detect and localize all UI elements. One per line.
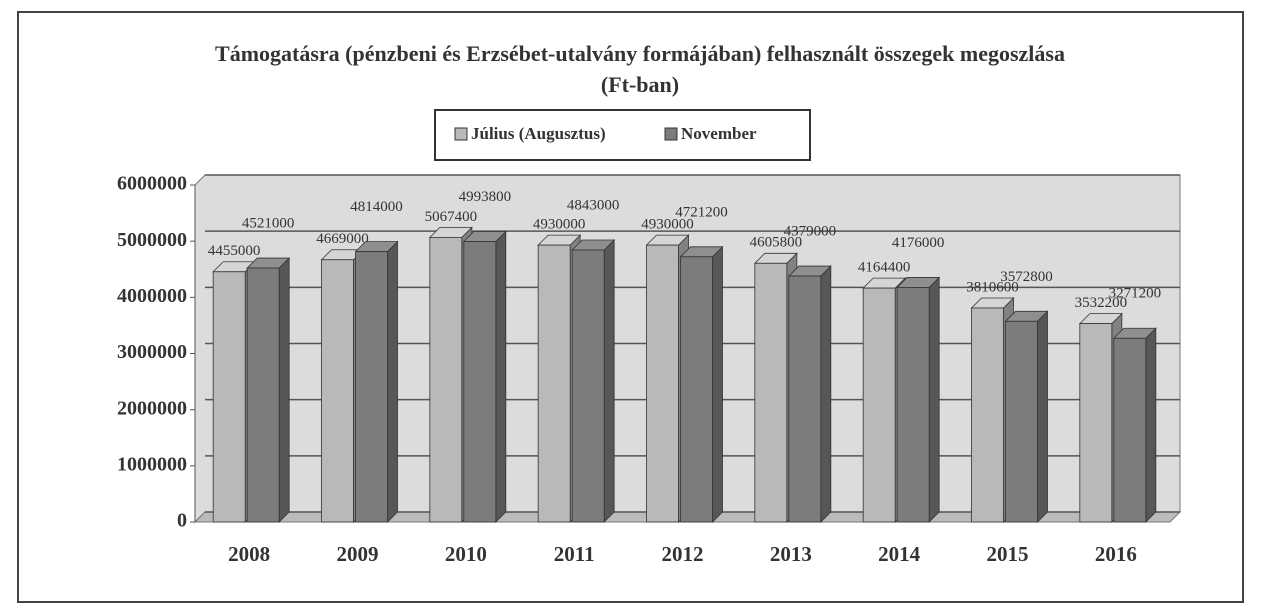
bar (896, 287, 930, 523)
bar-side (712, 245, 723, 523)
value-label: 4176000 (892, 235, 945, 251)
bar (212, 271, 246, 523)
value-label: 4379000 (784, 223, 837, 239)
bar (463, 241, 497, 523)
x-tick-label: 2011 (554, 542, 595, 566)
value-label: 4993800 (459, 189, 512, 205)
bar (355, 251, 388, 523)
x-tick-label: 2009 (337, 542, 379, 566)
bar (429, 236, 463, 523)
bar-side (495, 230, 507, 523)
bar (680, 256, 713, 523)
legend-box (434, 109, 811, 161)
value-label: 4521000 (242, 216, 295, 232)
x-tick-label: 2016 (1095, 542, 1137, 566)
x-tick-label: 2012 (662, 542, 704, 566)
value-label: 4164400 (858, 260, 911, 276)
bar (1113, 337, 1147, 523)
bar-side (1037, 310, 1048, 523)
bar (1005, 320, 1038, 523)
y-tick-label: 5000000 (117, 229, 187, 251)
bar-side (928, 276, 940, 523)
bar-side (278, 257, 290, 523)
bar (537, 244, 571, 523)
value-label: 4455000 (208, 243, 261, 259)
x-tick-label: 2013 (770, 542, 812, 566)
y-tick-label: 0 (177, 510, 187, 532)
value-label: 4669000 (316, 231, 369, 247)
bar-side (1145, 327, 1157, 523)
value-label: 5067400 (425, 209, 478, 225)
bar (646, 244, 679, 523)
bar (246, 267, 280, 523)
value-label: 4605800 (750, 235, 803, 251)
bar (971, 307, 1004, 523)
bar-side (603, 239, 615, 523)
bar (321, 259, 354, 523)
chart-title: Támogatásra (pénzbeni és Erzsébet-utalvá… (215, 41, 1065, 97)
y-tick-label: 1000000 (117, 453, 187, 475)
bar (788, 275, 822, 523)
value-label: 4721200 (675, 204, 728, 220)
value-label: 3810600 (966, 279, 1019, 295)
value-label: 3271200 (1109, 286, 1162, 302)
bar (1079, 323, 1113, 523)
bar (754, 262, 788, 523)
x-tick-label: 2014 (878, 542, 921, 566)
x-tick-label: 2015 (987, 542, 1029, 566)
y-tick-label: 3000000 (117, 341, 187, 363)
value-label: 4930000 (641, 217, 694, 233)
value-label: 3572800 (1000, 269, 1053, 285)
bar (571, 249, 605, 523)
legend-label: November (681, 124, 757, 143)
bar-side (820, 265, 832, 523)
bar-side (387, 240, 398, 523)
legend-label: Július (Augusztus) (471, 124, 606, 143)
y-tick-label: 2000000 (117, 397, 187, 419)
value-label: 4930000 (533, 217, 586, 233)
legend-swatch (664, 127, 678, 141)
value-label: 4843000 (567, 197, 620, 213)
value-label: 3532200 (1075, 295, 1128, 311)
x-tick-label: 2010 (445, 542, 487, 566)
value-label: 4814000 (350, 199, 403, 215)
bar (862, 287, 896, 523)
legend-swatch (454, 127, 468, 141)
y-tick-label: 6000000 (117, 173, 187, 195)
x-tick-label: 2008 (228, 542, 270, 566)
y-tick-label: 4000000 (117, 285, 187, 307)
